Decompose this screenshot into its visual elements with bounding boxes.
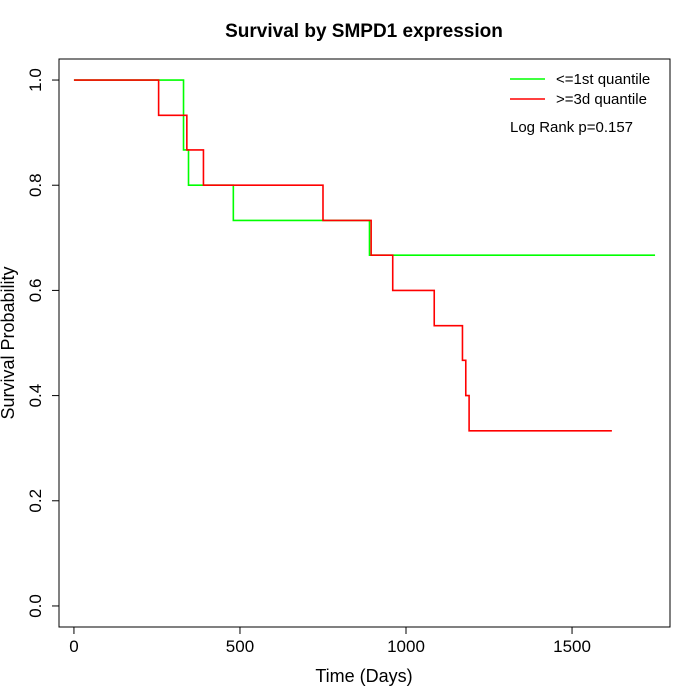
x-tick-label: 0 — [69, 637, 78, 656]
x-tick-label: 1500 — [553, 637, 591, 656]
y-axis: 0.0 0.2 0.4 0.6 0.8 1.0 — [26, 68, 59, 618]
chart-title: Survival by SMPD1 expression — [225, 21, 503, 42]
y-tick-label: 0.4 — [26, 384, 45, 408]
y-tick-label: 1.0 — [26, 68, 45, 92]
y-tick-label: 0.8 — [26, 173, 45, 197]
y-tick-label: 0.6 — [26, 279, 45, 303]
legend: <=1st quantile >=3d quantile — [510, 71, 650, 108]
series-lines — [73, 79, 656, 432]
y-tick-label: 0.2 — [26, 489, 45, 513]
x-axis: 0 500 1000 1500 — [69, 626, 591, 656]
series-line-1 — [73, 79, 612, 432]
y-axis-label: Survival Probability — [0, 266, 18, 419]
legend-label-1: >=3d quantile — [556, 91, 647, 108]
x-tick-label: 1000 — [387, 637, 425, 656]
x-axis-label: Time (Days) — [315, 666, 412, 686]
plot-frame — [58, 58, 671, 628]
x-tick-label: 500 — [226, 637, 254, 656]
y-tick-label: 0.0 — [26, 594, 45, 618]
legend-label-0: <=1st quantile — [556, 71, 650, 88]
log-rank-annotation: Log Rank p=0.157 — [510, 119, 633, 136]
